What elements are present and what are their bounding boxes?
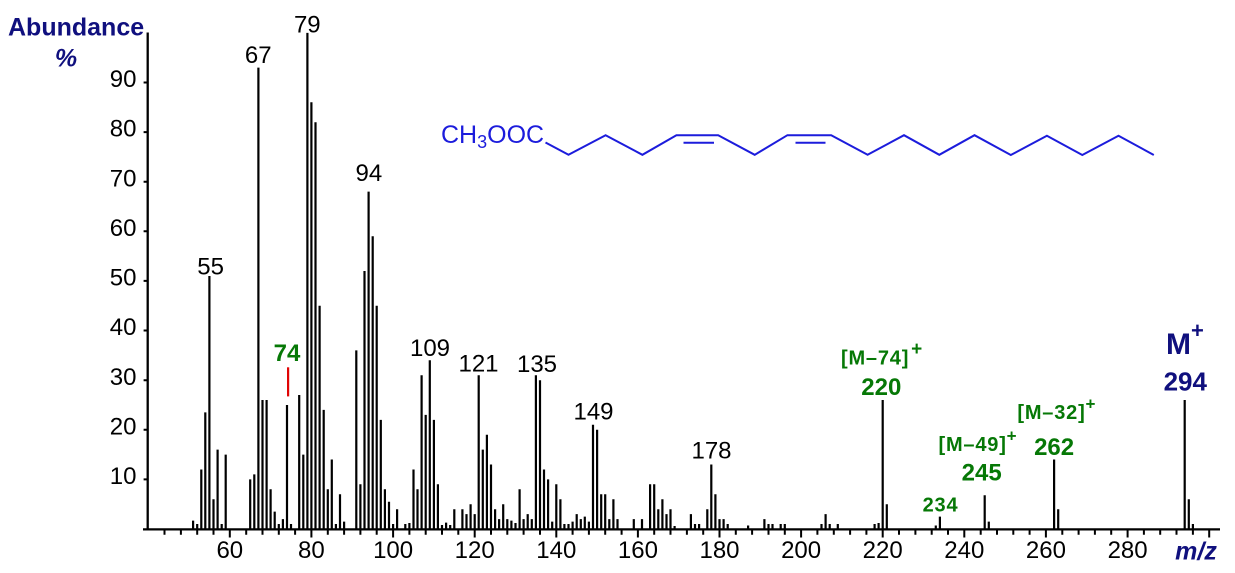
svg-text:90: 90 xyxy=(110,66,137,93)
svg-text:260: 260 xyxy=(1026,537,1066,564)
svg-text:180: 180 xyxy=(699,537,739,564)
svg-text:80: 80 xyxy=(110,116,137,143)
svg-text:149: 149 xyxy=(573,398,613,425)
svg-text:60: 60 xyxy=(110,215,137,242)
svg-text:80: 80 xyxy=(298,537,325,564)
svg-text:30: 30 xyxy=(110,364,137,391)
svg-text:294: 294 xyxy=(1164,367,1208,397)
svg-text:10: 10 xyxy=(110,463,137,490)
svg-text:120: 120 xyxy=(455,537,495,564)
svg-text:67: 67 xyxy=(245,42,272,69)
svg-text:%: % xyxy=(55,45,77,73)
svg-text:220: 220 xyxy=(863,537,903,564)
svg-text:74: 74 xyxy=(274,340,301,367)
svg-text:109: 109 xyxy=(410,335,450,362)
svg-text:m/z: m/z xyxy=(1175,538,1217,566)
svg-text:220: 220 xyxy=(861,374,901,401)
svg-text:121: 121 xyxy=(458,351,498,378)
svg-text:160: 160 xyxy=(618,537,658,564)
svg-text:79: 79 xyxy=(294,12,321,39)
svg-text:94: 94 xyxy=(356,160,383,187)
svg-text:40: 40 xyxy=(110,314,137,341)
svg-text:CH3OOC: CH3OOC xyxy=(441,121,544,152)
svg-text:200: 200 xyxy=(781,537,821,564)
svg-text:60: 60 xyxy=(216,537,243,564)
svg-text:280: 280 xyxy=(1108,537,1148,564)
svg-text:70: 70 xyxy=(110,165,137,192)
svg-text:140: 140 xyxy=(536,537,576,564)
svg-text:55: 55 xyxy=(197,254,224,281)
svg-text:135: 135 xyxy=(517,351,557,378)
svg-text:20: 20 xyxy=(110,413,137,440)
svg-text:234: 234 xyxy=(923,494,959,516)
svg-text:240: 240 xyxy=(944,537,984,564)
svg-text:50: 50 xyxy=(110,265,137,292)
svg-text:Abundance: Abundance xyxy=(8,14,144,42)
svg-text:245: 245 xyxy=(962,460,1002,487)
svg-text:100: 100 xyxy=(373,537,413,564)
svg-text:262: 262 xyxy=(1034,434,1074,461)
svg-text:178: 178 xyxy=(691,437,731,464)
